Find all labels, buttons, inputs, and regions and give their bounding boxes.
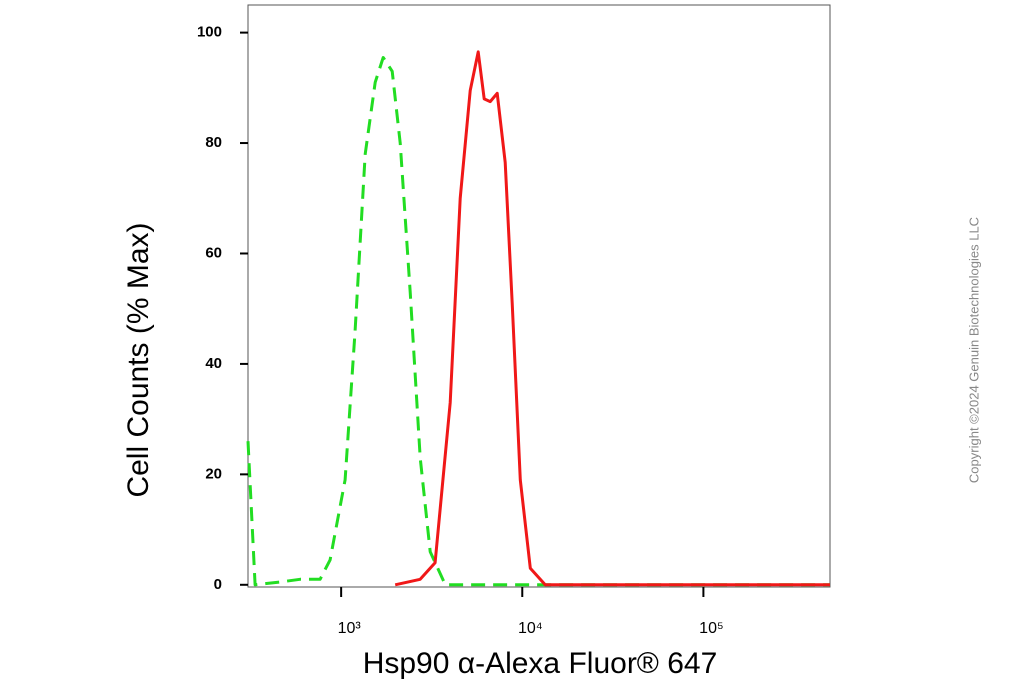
y-tick-label: 20 — [205, 465, 222, 482]
plot-frame — [247, 4, 831, 588]
x-axis-title: Hsp90 α-Alexa Fluor® 647 — [363, 647, 718, 680]
y-tick-label: 0 — [214, 576, 222, 593]
x-tick-label: 10³ — [338, 620, 362, 637]
x-tick-label: 10⁴ — [518, 620, 543, 637]
y-axis-title: Cell Counts (% Max) — [122, 222, 155, 497]
series-line — [394, 50, 830, 587]
y-tick-label: 40 — [205, 355, 222, 372]
series-line — [246, 56, 830, 587]
y-tick-label: 60 — [205, 244, 222, 261]
y-tick-label: 80 — [205, 134, 222, 151]
y-tick-label: 100 — [197, 24, 222, 41]
x-tick-label: 10⁵ — [699, 620, 723, 637]
copyright: Copyright ©2024 Genuin Biotechnologies L… — [966, 217, 981, 483]
